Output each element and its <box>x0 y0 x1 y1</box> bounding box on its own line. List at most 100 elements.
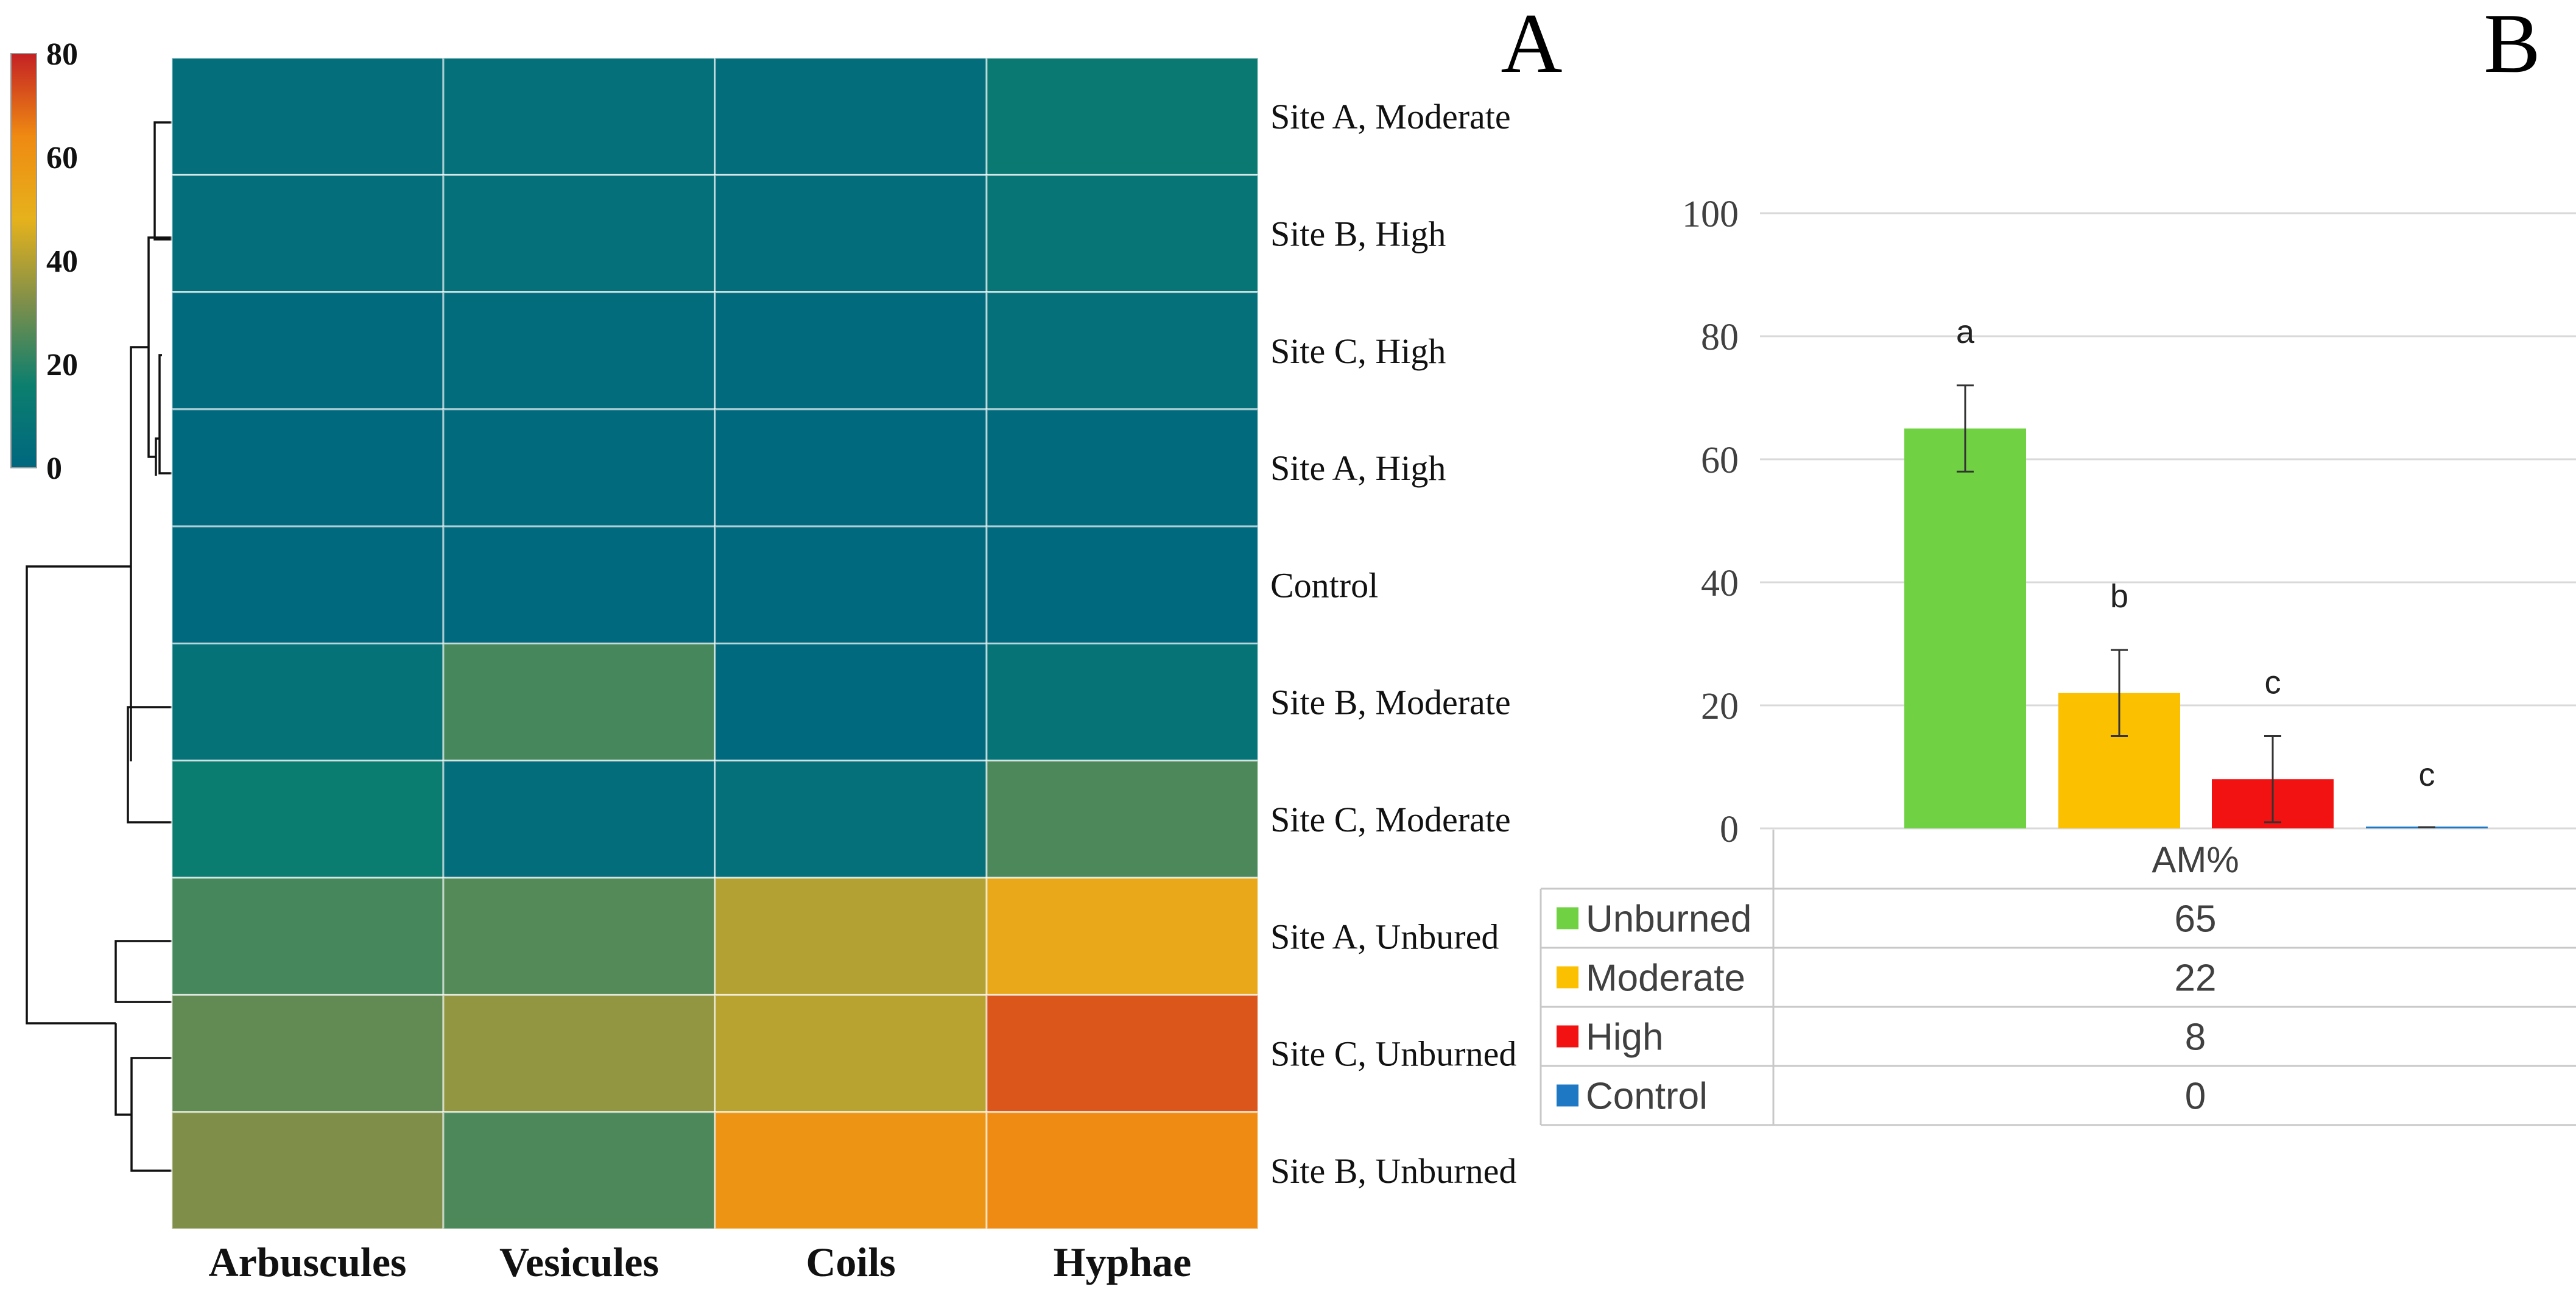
heatmap-cell-site-b-unburned-arbuscules <box>171 1111 445 1230</box>
heatmap-panel: A 80 60 40 20 0 Site A, Moderate Site B, High… <box>10 0 1563 1285</box>
data-table-header: AM% <box>2152 839 2239 880</box>
heatmap-row-label-site-b-moderate: Site B, Moderate <box>1270 683 1511 722</box>
colorbar-tick-20: 20 <box>46 348 78 383</box>
bar-chart-data-table: AM% Unburned 65 Moderate 22 High 8 Control 0 <box>1540 830 2576 1126</box>
significance-letter-unburned: a <box>1956 314 1975 350</box>
heatmap-cell-site-b-moderate-hyphae <box>985 643 1259 762</box>
heatmap-cell-site-c-moderate-hyphae <box>985 760 1259 879</box>
heatmap-cell-site-c-unburned-coils <box>714 993 988 1113</box>
heatmap-cell-site-b-unburned-hyphae <box>985 1111 1259 1230</box>
heatmap-cell-site-a-unbured-vesicules <box>442 877 716 996</box>
heatmap-cell-site-a-high-vesicules <box>442 408 716 527</box>
heatmap-column-label-coils: Coils <box>806 1239 895 1285</box>
heatmap-column-label-vesicules: Vesicules <box>499 1239 659 1285</box>
heatmap-cell-site-c-unburned-vesicules <box>442 993 716 1113</box>
table-row-high: High 8 <box>1557 1017 2206 1059</box>
table-value-high: 8 <box>2185 1017 2206 1059</box>
colorbar-gradient <box>10 53 37 468</box>
heatmap-cell-site-c-high-arbuscules <box>171 291 445 411</box>
legend-swatch-moderate <box>1557 966 1578 989</box>
heatmap-column-labels: Arbuscules Vesicules Coils Hyphae <box>209 1239 1192 1285</box>
bar-chart-error-bars <box>1957 384 2435 828</box>
bar-chart-significance-letters: a b c c <box>1956 314 2435 793</box>
data-table-grid <box>1540 830 2576 1126</box>
table-row-control: Control 0 <box>1557 1076 2206 1118</box>
heatmap-row-label-site-c-unburned: Site C, Unburned <box>1270 1034 1516 1074</box>
table-value-control: 0 <box>2185 1076 2206 1118</box>
heatmap-cell-site-a-moderate-arbuscules <box>171 57 445 176</box>
heatmap-column-label-arbuscules: Arbuscules <box>209 1239 407 1285</box>
significance-letter-moderate: b <box>2110 578 2128 615</box>
heatmap-cell-site-a-moderate-coils <box>714 57 988 176</box>
y-tick-label-40: 40 <box>1701 563 1739 604</box>
legend-label-high: High <box>1586 1017 1664 1059</box>
heatmap-cell-site-a-moderate-vesicules <box>442 57 716 176</box>
heatmap-cell-control-hyphae <box>985 525 1259 645</box>
heatmap-cell-site-b-unburned-coils <box>714 1111 988 1230</box>
heatmap-cell-site-c-unburned-hyphae <box>985 993 1259 1113</box>
heatmap-cell-site-c-moderate-arbuscules <box>171 760 445 879</box>
row-dendrogram <box>26 121 172 1172</box>
y-tick-label-60: 60 <box>1701 440 1739 481</box>
colorbar: 80 60 40 20 0 <box>10 37 78 486</box>
colorbar-tick-80: 80 <box>46 37 78 72</box>
heatmap-cell-site-b-moderate-coils <box>714 643 988 762</box>
heatmap-cell-site-c-moderate-coils <box>714 760 988 879</box>
heatmap-cell-site-c-unburned-arbuscules <box>171 993 445 1113</box>
heatmap-cell-site-a-unbured-arbuscules <box>171 877 445 996</box>
heatmap-cell-site-b-moderate-arbuscules <box>171 643 445 762</box>
heatmap-cell-site-c-high-vesicules <box>442 291 716 411</box>
heatmap-cell-control-coils <box>714 525 988 645</box>
heatmap-cell-site-a-high-coils <box>714 408 988 527</box>
heatmap-row-label-site-b-unburned: Site B, Unburned <box>1270 1151 1516 1191</box>
heatmap-cell-site-b-high-vesicules <box>442 174 716 294</box>
legend-swatch-unburned <box>1557 907 1578 929</box>
legend-swatch-control <box>1557 1084 1578 1107</box>
colorbar-tick-0: 0 <box>46 451 62 486</box>
heatmap-row-label-site-a-moderate: Site A, Moderate <box>1270 97 1511 136</box>
table-value-moderate: 22 <box>2175 958 2217 1000</box>
bar-unburned <box>1904 428 2026 828</box>
colorbar-tick-40: 40 <box>46 244 78 279</box>
data-table-rows: Unburned 65 Moderate 22 High 8 Control 0 <box>1557 898 2216 1118</box>
legend-label-moderate: Moderate <box>1586 958 1745 1000</box>
table-row-moderate: Moderate 22 <box>1557 958 2216 1000</box>
colorbar-tick-60: 60 <box>46 141 78 175</box>
heatmap-cell-site-c-high-hyphae <box>985 291 1259 411</box>
heatmap-cell-site-c-moderate-vesicules <box>442 760 716 879</box>
panel-label-a: A <box>1501 0 1562 91</box>
heatmap-column-label-hyphae: Hyphae <box>1054 1239 1192 1285</box>
heatmap-cell-site-a-unbured-coils <box>714 877 988 996</box>
legend-swatch-high <box>1557 1025 1578 1048</box>
heatmap-cell-site-b-moderate-vesicules <box>442 643 716 762</box>
heatmap-row-label-control: Control <box>1270 565 1378 605</box>
significance-letter-control: c <box>2419 757 2435 793</box>
y-tick-label-100: 100 <box>1682 194 1739 235</box>
bar-chart-y-tick-labels: 0 20 40 60 80 100 <box>1682 194 1739 850</box>
heatmap-row-label-site-a-high: Site A, High <box>1270 448 1446 488</box>
heatmap-cells <box>171 57 1259 1230</box>
heatmap-cell-site-b-high-arbuscules <box>171 174 445 294</box>
y-tick-label-0: 0 <box>1720 809 1739 850</box>
error-bar-moderate <box>2111 649 2128 737</box>
bar-chart-bars <box>1904 428 2488 828</box>
table-value-unburned: 65 <box>2175 898 2217 940</box>
significance-letter-high: c <box>2265 665 2281 701</box>
heatmap-cell-site-b-high-hyphae <box>985 174 1259 294</box>
heatmap-cell-site-a-unbured-hyphae <box>985 877 1259 996</box>
error-bar-high <box>2264 735 2281 824</box>
heatmap-cell-site-a-moderate-hyphae <box>985 57 1259 176</box>
heatmap-row-label-site-b-high: Site B, High <box>1270 214 1446 253</box>
heatmap-row-labels: Site A, Moderate Site B, High Site C, High… <box>1270 97 1516 1191</box>
heatmap-row-label-site-c-high: Site C, High <box>1270 331 1446 371</box>
heatmap-cell-site-a-high-arbuscules <box>171 408 445 527</box>
heatmap-cell-site-c-high-coils <box>714 291 988 411</box>
heatmap-cell-control-arbuscules <box>171 525 445 645</box>
y-tick-label-20: 20 <box>1701 686 1739 727</box>
colorbar-ticks: 80 60 40 20 0 <box>46 37 78 486</box>
y-tick-label-80: 80 <box>1701 317 1739 358</box>
heatmap-cell-site-a-high-hyphae <box>985 408 1259 527</box>
heatmap-cell-site-b-unburned-vesicules <box>442 1111 716 1230</box>
heatmap-cell-control-vesicules <box>442 525 716 645</box>
